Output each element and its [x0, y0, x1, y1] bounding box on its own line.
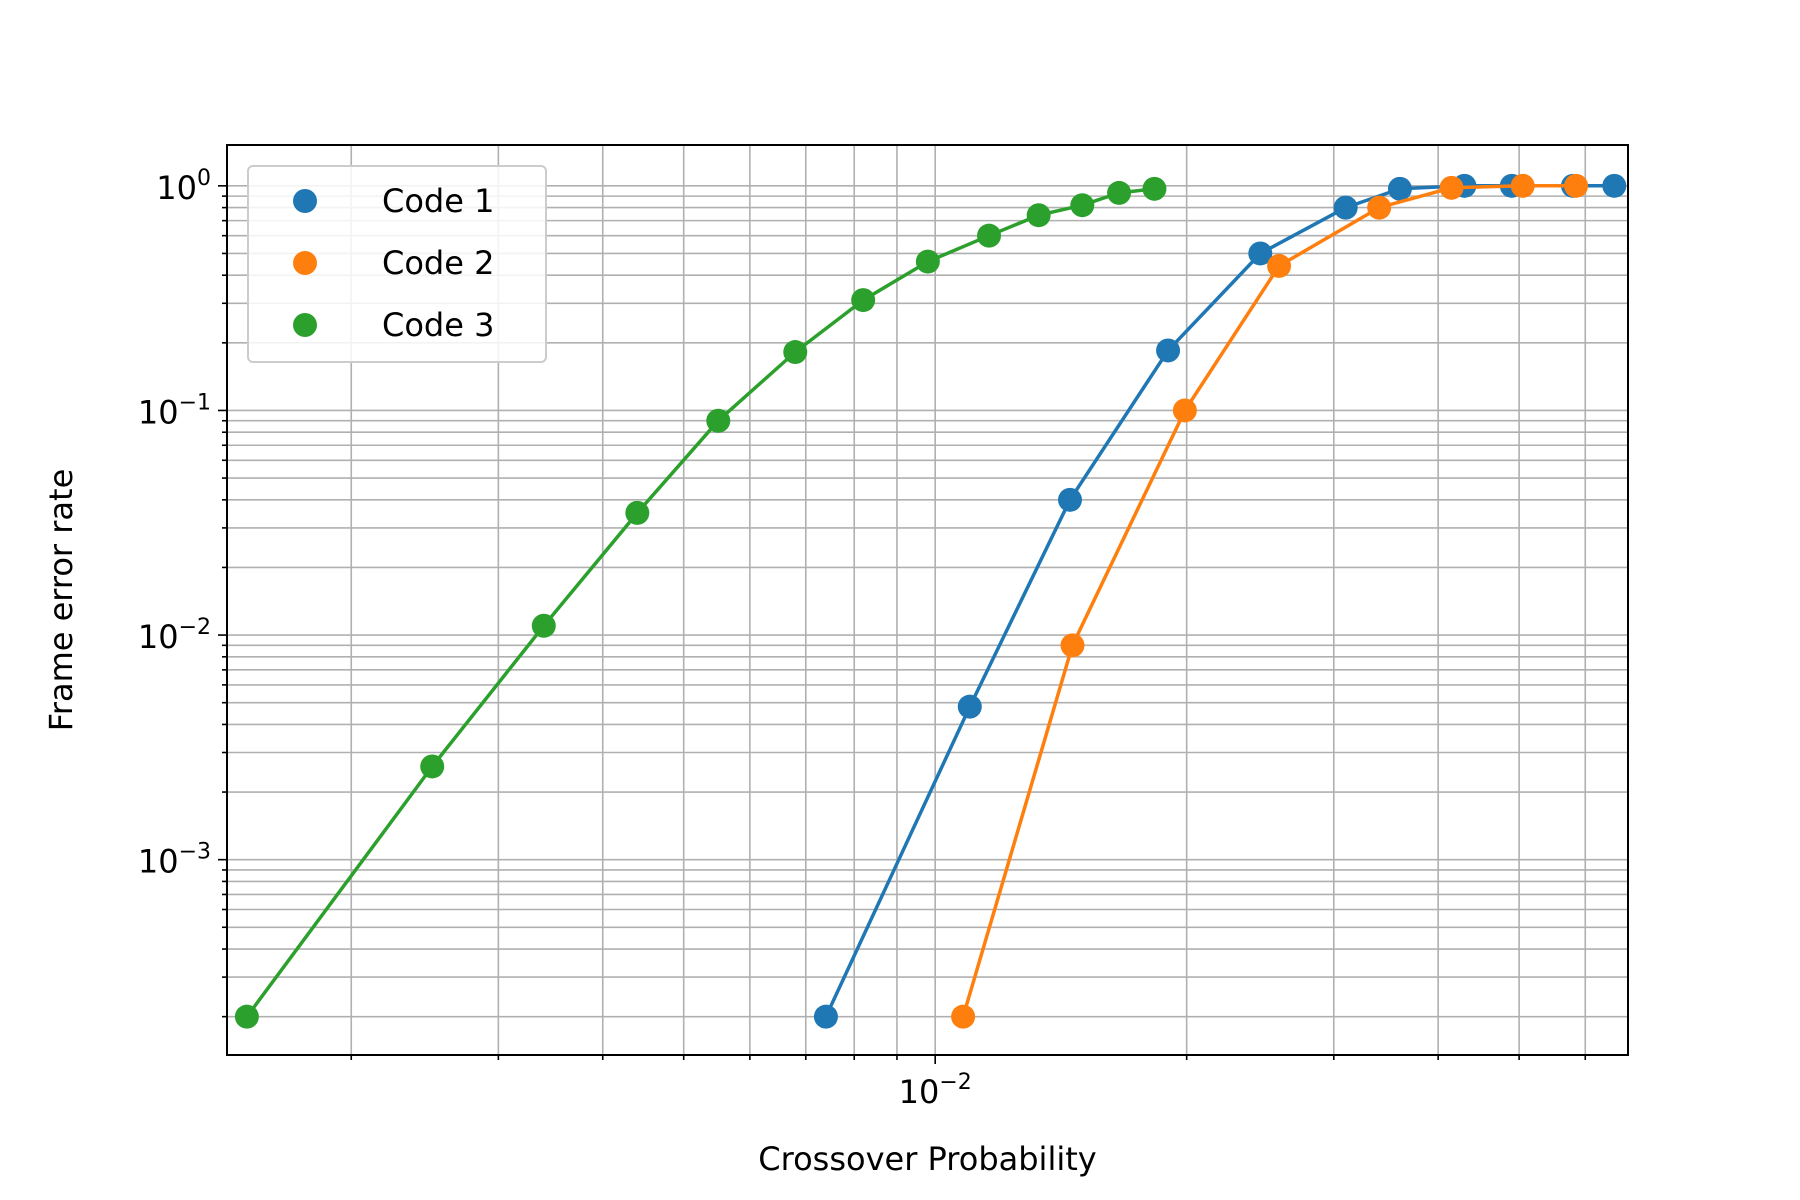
legend-label: Code 1 [382, 182, 494, 220]
legend-marker [293, 189, 317, 213]
code-3-point [1142, 176, 1167, 201]
y-axis-label: Frame error rate [42, 469, 80, 732]
code-1-point [1387, 176, 1412, 201]
code-2-point [1564, 173, 1589, 198]
series-code-3 [234, 176, 1167, 1029]
axes: 10−2 100 10−1 10−2 10−3 [138, 166, 1587, 1111]
code-1-point [813, 1004, 838, 1029]
code-2-point [1510, 173, 1535, 198]
code-1-point [957, 694, 982, 719]
code-2-point [951, 1004, 976, 1029]
code-3-point [1107, 180, 1132, 205]
code-3-point [531, 613, 556, 638]
code-3-point [625, 500, 650, 525]
code-3-point [706, 408, 731, 433]
code-3-point [1026, 203, 1051, 228]
code-1-point [1602, 173, 1627, 198]
legend-marker [293, 313, 317, 337]
x-axis-label: Crossover Probability [758, 1140, 1096, 1178]
y-tick-label: 10−1 [138, 390, 211, 431]
legend-label: Code 3 [382, 306, 494, 344]
legend: Code 1 Code 2 Code 3 [247, 165, 547, 363]
code-3-point [234, 1004, 259, 1029]
grid [227, 145, 1628, 1055]
code-3-point [977, 223, 1002, 248]
y-tick-label: 10−3 [138, 840, 211, 881]
code-2-point [1267, 253, 1292, 278]
code-1-point [1057, 487, 1082, 512]
code-1-point [1248, 241, 1273, 266]
series-layer [234, 173, 1627, 1029]
y-tick-label: 100 [156, 166, 211, 207]
code-1-point [1333, 195, 1358, 220]
code-3-point [783, 340, 808, 365]
code-2-point [1367, 195, 1392, 220]
code-3-point [1070, 193, 1095, 218]
legend-label: Code 2 [382, 244, 494, 282]
legend-marker [293, 251, 317, 275]
code-3-point [851, 288, 876, 313]
code-3-point [915, 249, 940, 274]
legend-box [247, 165, 547, 363]
code-2-point [1439, 175, 1464, 200]
code-2-point [1172, 398, 1197, 423]
code-1-point [1156, 338, 1181, 363]
code-2-point [1060, 633, 1085, 658]
y-tick-label: 10−2 [138, 615, 211, 656]
x-tick-label: 10−2 [899, 1070, 972, 1111]
code-3-point [420, 754, 445, 779]
series-code-2 [951, 173, 1589, 1029]
plot-frame [226, 144, 1629, 1056]
